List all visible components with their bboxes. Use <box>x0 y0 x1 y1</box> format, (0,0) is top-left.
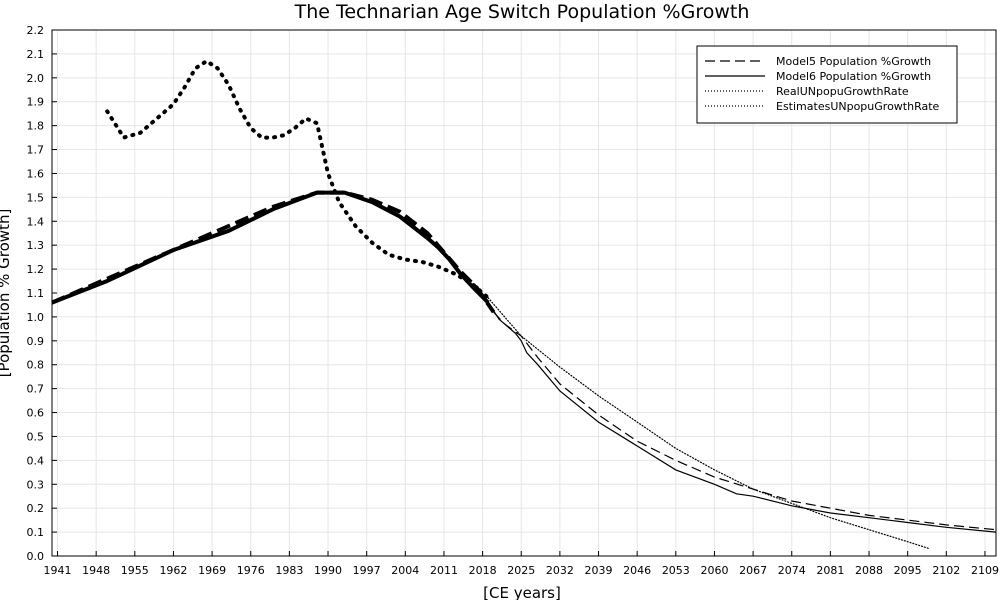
y-tick-label: 1.8 <box>27 120 45 133</box>
x-tick-label: 2067 <box>739 564 767 577</box>
x-tick-label: 2011 <box>430 564 458 577</box>
y-tick-label: 1.7 <box>27 144 45 157</box>
x-tick-label: 1962 <box>159 564 187 577</box>
y-tick-label: 2.1 <box>27 48 45 61</box>
legend-label: Model6 Population %Growth <box>776 70 931 83</box>
y-tick-label: 0.3 <box>27 478 45 491</box>
x-tick-label: 1983 <box>275 564 303 577</box>
x-tick-label: 1990 <box>314 564 342 577</box>
y-tick-label: 1.6 <box>27 167 45 180</box>
y-tick-label: 0.5 <box>27 430 45 443</box>
x-axis-title: [CE years] <box>483 584 561 600</box>
series-line-realunpopugrowthrate <box>105 58 491 300</box>
x-tick-label: 2074 <box>778 564 806 577</box>
legend: Model5 Population %Growth Model6 Populati… <box>696 45 958 124</box>
x-tick-label: 2025 <box>507 564 535 577</box>
x-tick-label: 2046 <box>623 564 651 577</box>
x-tick-label: 2109 <box>971 564 999 577</box>
y-tick-label: 1.5 <box>27 191 45 204</box>
y-tick-label: 0.4 <box>27 454 45 467</box>
y-tick-label: 0.9 <box>27 335 45 348</box>
y-tick-label: 2.0 <box>27 72 45 85</box>
y-tick-label: 0.1 <box>27 526 45 539</box>
x-tick-label: 1997 <box>353 564 381 577</box>
x-tick-label: 2032 <box>546 564 574 577</box>
y-tick-label: 0.6 <box>27 407 45 420</box>
x-tick-label: 2102 <box>932 564 960 577</box>
x-tick-label: 2095 <box>894 564 922 577</box>
y-tick-label: 1.0 <box>27 311 45 324</box>
x-tick-label: 2081 <box>816 564 844 577</box>
y-tick-label: 1.1 <box>27 287 45 300</box>
y-tick-label: 0.7 <box>27 383 45 396</box>
y-tick-label: 0.8 <box>27 359 45 372</box>
legend-label: EstimatesUNpopuGrowthRate <box>776 100 940 113</box>
legend-label: RealUNpopuGrowthRate <box>776 85 909 98</box>
x-tick-label: 2039 <box>585 564 613 577</box>
y-tick-label: 1.9 <box>27 96 45 109</box>
y-tick-label: 0.2 <box>27 502 45 515</box>
y-tick-label: 1.2 <box>27 263 45 276</box>
x-tick-label: 1969 <box>198 564 226 577</box>
legend-box <box>696 45 958 124</box>
y-axis-ticks: 0.0 0.1 0.2 0.3 0.4 0.5 0.6 0.7 0.8 0.9 1.0 1.1 1.2 1… <box>27 24 57 563</box>
series-lines <box>51 58 997 550</box>
legend-label: Model5 Population %Growth <box>776 55 931 68</box>
y-tick-label: 0.0 <box>27 550 45 563</box>
x-tick-label: 2060 <box>700 564 728 577</box>
y-axis-title: [Population % Growth] <box>0 209 13 378</box>
x-axis-ticks: 1941 1948 1955 1962 1969 1976 1983 1990 1997 2004… <box>44 551 999 577</box>
x-tick-label: 2018 <box>469 564 497 577</box>
x-tick-label: 1941 <box>44 564 72 577</box>
x-tick-label: 2053 <box>662 564 690 577</box>
x-tick-label: 1948 <box>82 564 110 577</box>
x-tick-label: 2088 <box>855 564 883 577</box>
series-line-estimatesunpopugrowthrate <box>487 297 931 550</box>
x-tick-label: 2004 <box>391 564 419 577</box>
y-tick-label: 2.2 <box>27 24 45 37</box>
x-tick-label: 1955 <box>121 564 149 577</box>
y-tick-label: 1.3 <box>27 239 45 252</box>
y-tick-label: 1.4 <box>27 215 45 228</box>
series-line-model6-population-growth-historic <box>51 190 490 305</box>
chart-title: The Technarian Age Switch Population %Gr… <box>294 1 750 23</box>
x-tick-label: 1976 <box>237 564 265 577</box>
series-line-model6-population-growth-projection <box>487 302 997 533</box>
series-line-model5-population-growth-projection <box>493 311 997 531</box>
